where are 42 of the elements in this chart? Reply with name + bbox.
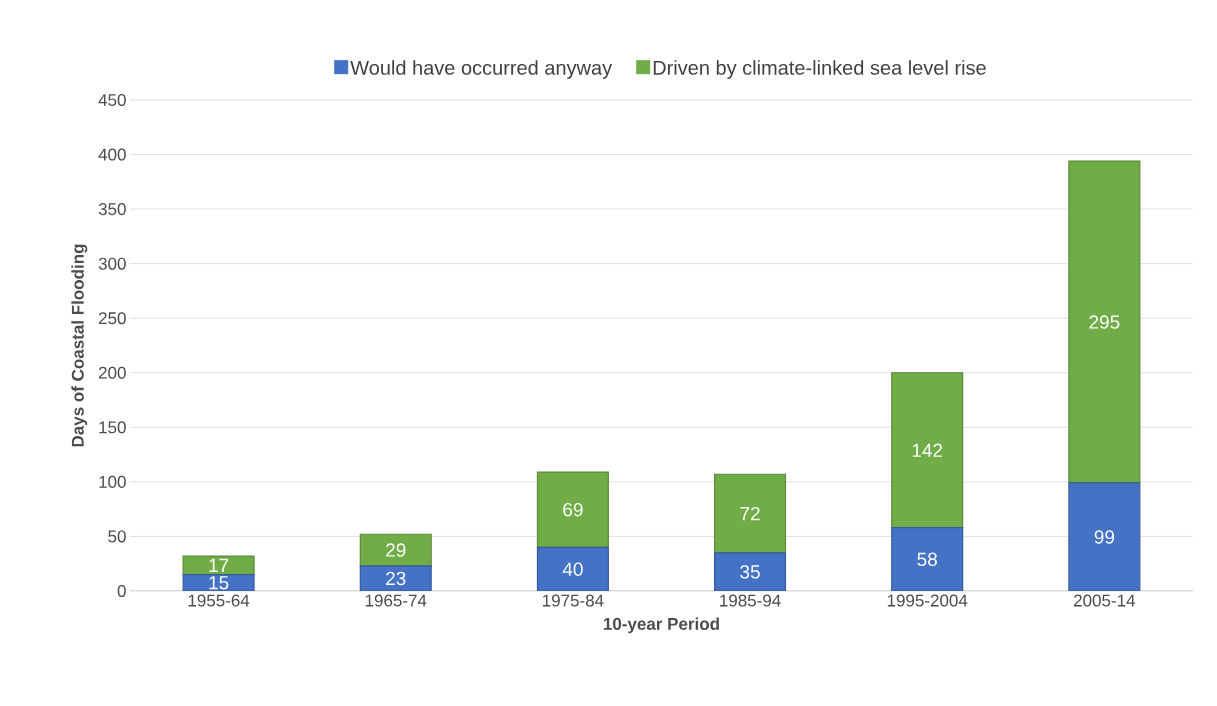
bar	[359, 533, 432, 567]
bar	[714, 473, 787, 554]
data-label: 29	[386, 543, 406, 557]
data-label: 72	[740, 506, 760, 521]
data-label: 35	[740, 565, 760, 579]
bar	[536, 546, 609, 591]
x-tick-label: 1995-2004	[887, 594, 968, 607]
bar	[891, 527, 964, 591]
x-tick-label: 1975-84	[543, 594, 604, 607]
y-tick-label: 0	[117, 584, 126, 598]
y-tick-label: 200	[98, 366, 126, 379]
legend-label: Would have occurred anyway	[350, 60, 613, 79]
bar	[182, 555, 255, 576]
bar	[536, 471, 609, 548]
data-label: 15	[209, 576, 229, 590]
y-tick-label: 100	[99, 475, 126, 488]
bar	[1068, 160, 1141, 484]
legend-label: Driven by climate-linked sea level rise	[653, 60, 986, 79]
y-tick-label: 400	[98, 148, 126, 161]
bar	[891, 372, 964, 529]
y-tick-label: 300	[98, 257, 126, 270]
data-label: 40	[562, 562, 583, 576]
y-tick-label: 350	[98, 203, 126, 216]
y-tick-label: 450	[98, 93, 126, 107]
data-label: 23	[386, 571, 406, 586]
data-label: 295	[1089, 315, 1120, 329]
bar	[1068, 482, 1141, 591]
data-label: 99	[1094, 530, 1115, 544]
y-tick-label: 50	[108, 530, 126, 543]
y-tick-label: 250	[98, 312, 126, 325]
y-tick-label: 150	[99, 421, 126, 434]
data-label: 58	[917, 552, 937, 567]
y-axis-title: Days of Coastal Flooding	[71, 244, 88, 447]
data-label: 17	[209, 558, 229, 572]
x-axis-title: 10-year Period	[603, 617, 719, 634]
x-tick-label: 1965-74	[365, 594, 427, 607]
x-tick-label: 1985-94	[720, 594, 781, 607]
data-label: 142	[912, 443, 943, 457]
x-tick-label: 2005-14	[1074, 594, 1136, 607]
x-tick-label: 1955-64	[188, 594, 250, 607]
data-label: 69	[563, 502, 583, 517]
bar	[714, 552, 787, 591]
